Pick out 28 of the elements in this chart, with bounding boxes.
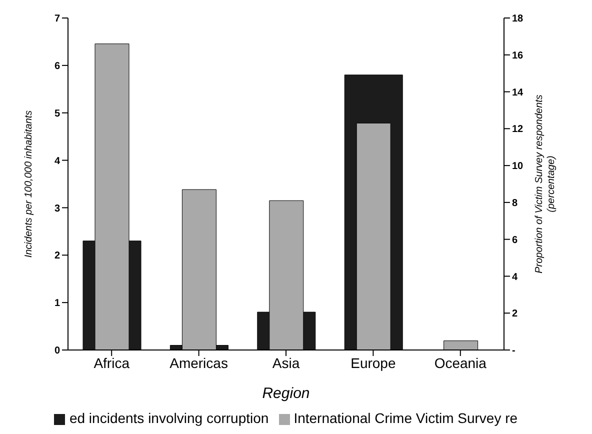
y-tick-label: 6 xyxy=(54,60,60,72)
y-tick-label: 0 xyxy=(54,346,60,357)
x-tick-label: Asia xyxy=(272,354,300,371)
y2-tick-label: 2 xyxy=(512,308,518,320)
y-tick-label: 5 xyxy=(54,108,60,120)
y2-tick-label: 6 xyxy=(512,234,518,246)
y2-axis-title: Proportion of Victim Survey respondents (percentage) xyxy=(534,94,557,274)
y2-tick-label: - xyxy=(512,346,516,357)
y-tick-label: 7 xyxy=(54,14,60,25)
y-tick-label: 3 xyxy=(54,203,60,214)
y-tick-label: 4 xyxy=(54,156,60,167)
x-tick-label: Europe xyxy=(350,354,396,371)
x-axis-title: Region xyxy=(262,385,310,402)
y2-tick-label: 10 xyxy=(512,161,524,172)
y2-tick-label: 4 xyxy=(512,272,518,283)
y-tick-label: 1 xyxy=(54,298,60,310)
y2-tick-label: 12 xyxy=(512,124,524,136)
legend-label: ed incidents involving corruption xyxy=(69,410,269,426)
x-tick-label: Africa xyxy=(94,354,130,371)
y-axis-title: Incidents per 100,000 inhabitants xyxy=(24,110,35,258)
x-tick-label: Oceania xyxy=(434,354,487,371)
y2-tick-label: 8 xyxy=(512,198,518,209)
y2-tick-label: 14 xyxy=(512,87,524,98)
y2-tick-label: 16 xyxy=(512,50,524,62)
y2-tick-label: 18 xyxy=(512,14,524,25)
legend-label: International Crime Victim Survey re xyxy=(294,410,518,426)
y-tick-label: 2 xyxy=(54,250,60,262)
x-tick-label: Americas xyxy=(170,354,228,371)
